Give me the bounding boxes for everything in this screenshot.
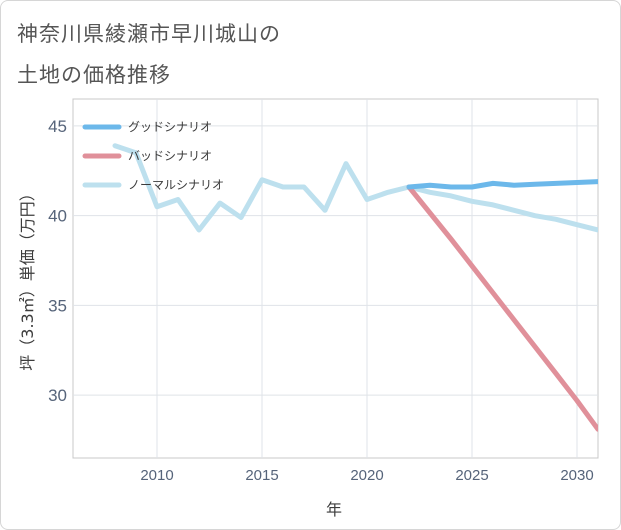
plot-area xyxy=(72,98,599,459)
legend-label: バッドシナリオ xyxy=(128,149,212,163)
y-tick-label: 40 xyxy=(48,207,67,226)
axis-ticks: 2010 2015 2020 2025 2030 30 35 40 45 xyxy=(48,117,594,484)
series-line xyxy=(112,143,598,233)
x-tick-label: 2020 xyxy=(350,467,383,484)
y-tick-label: 45 xyxy=(48,117,67,136)
x-tick-label: 2030 xyxy=(560,467,593,484)
y-tick-label: 30 xyxy=(48,386,67,405)
series-line xyxy=(406,179,598,190)
grid xyxy=(73,99,598,458)
x-tick-label: 2025 xyxy=(455,467,488,484)
x-tick-label: 2010 xyxy=(140,467,173,484)
x-tick-label: 2015 xyxy=(245,467,278,484)
x-axis-title: 年 xyxy=(326,500,342,519)
chart-title-line-1: 神奈川県綾瀬市早川城山の xyxy=(17,22,281,46)
series-line xyxy=(406,184,598,432)
legend-label: ノーマルシナリオ xyxy=(128,178,224,192)
y-tick-label: 35 xyxy=(48,296,67,315)
y-axis-title: 坪（3.3㎡）単価（万円） xyxy=(18,185,37,370)
chart-title-line-2: 土地の価格推移 xyxy=(17,63,171,87)
legend-label: グッドシナリオ xyxy=(128,120,212,134)
series-lines xyxy=(112,143,598,432)
